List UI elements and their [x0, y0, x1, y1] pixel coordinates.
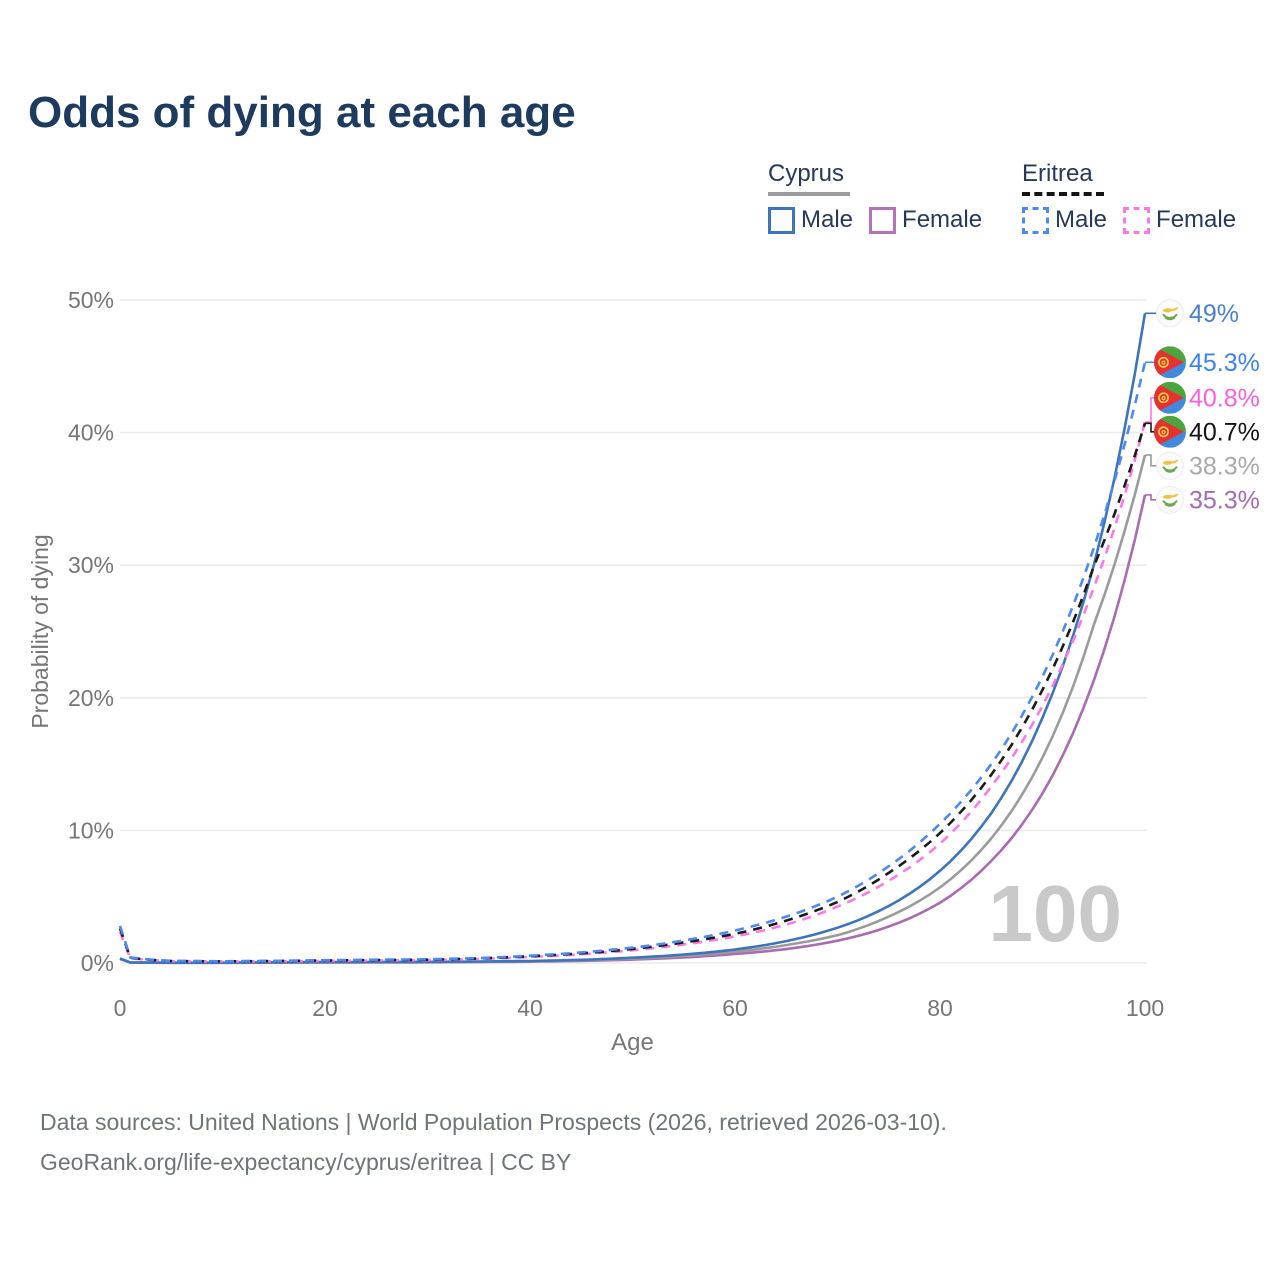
- legend-item-cyprus-female: Female: [869, 206, 982, 234]
- cyprus-flag-icon: [1155, 485, 1185, 515]
- y-axis-title: Probability of dying: [27, 534, 53, 728]
- x-tick-label: 20: [312, 995, 338, 1021]
- y-tick-label: 50%: [68, 287, 114, 313]
- legend-label-eritrea-female: Female: [1156, 206, 1237, 233]
- legend-label-cyprus-male: Male: [801, 206, 854, 233]
- x-tick-label: 0: [114, 995, 127, 1021]
- eritrea-flag-icon: [1154, 382, 1186, 414]
- legend-item-eritrea-female: Female: [1123, 206, 1236, 234]
- y-tick-label: 40%: [68, 420, 114, 446]
- cyprus-line-style-sample: [768, 192, 850, 196]
- end-value-label-cyprus-both-sexes: 38.3%: [1189, 452, 1260, 480]
- x-axis-title: Age: [611, 1029, 654, 1056]
- end-value-label-eritrea-male: 45.3%: [1189, 349, 1260, 377]
- legend: Cyprus Male Female Eritrea Male: [0, 160, 1280, 250]
- legend-label-cyprus-female: Female: [902, 206, 983, 233]
- cyprus-male-swatch-icon: [768, 206, 795, 234]
- age-watermark: 100: [989, 869, 1122, 958]
- series-line-eritrea-female: [118, 421, 1147, 963]
- legend-group-cyprus: Cyprus Male Female: [768, 160, 982, 234]
- leader-line-cyprus-female: [1145, 494, 1159, 501]
- eritrea-male-swatch-icon: [1022, 206, 1049, 234]
- eritrea-female-swatch-icon: [1123, 206, 1151, 234]
- end-value-label-eritrea-female: 40.8%: [1189, 384, 1260, 412]
- series-line-eritrea-male: [118, 361, 1147, 963]
- legend-country-cyprus: Cyprus: [768, 160, 845, 187]
- page-title: Odds of dying at each age: [28, 88, 576, 137]
- legend-item-eritrea-male: Male: [1022, 206, 1107, 234]
- eritrea-flag-icon: [1154, 416, 1186, 448]
- x-tick-label: 80: [927, 995, 953, 1021]
- cyprus-flag-icon: [1155, 451, 1185, 481]
- footer: Data sources: United Nations | World Pop…: [40, 1102, 947, 1182]
- y-tick-label: 20%: [68, 685, 114, 711]
- cyprus-female-swatch-icon: [869, 206, 897, 234]
- y-tick-label: 0%: [81, 950, 114, 976]
- series-line-cyprus-male: [119, 313, 1147, 964]
- legend-group-eritrea: Eritrea Male Female: [1022, 160, 1236, 234]
- x-tick-label: 40: [517, 995, 543, 1021]
- end-value-label-eritrea-both-sexes: 40.7%: [1189, 418, 1260, 446]
- legend-country-eritrea: Eritrea: [1022, 160, 1093, 187]
- eritrea-flag-icon: [1154, 346, 1186, 378]
- y-tick-label: 30%: [68, 552, 114, 578]
- x-tick-label: 100: [1126, 995, 1164, 1021]
- data-sources-text: Data sources: United Nations | World Pop…: [40, 1109, 947, 1135]
- legend-item-cyprus-male: Male: [768, 206, 853, 234]
- end-value-label-cyprus-male: 49%: [1189, 300, 1239, 328]
- leader-line-cyprus-both-sexes: [1145, 454, 1159, 467]
- y-tick-label: 10%: [68, 817, 114, 843]
- cyprus-flag-icon: [1155, 298, 1185, 328]
- attribution-text: GeoRank.org/life-expectancy/cyprus/eritr…: [40, 1149, 572, 1175]
- legend-label-eritrea-male: Male: [1055, 206, 1108, 233]
- eritrea-line-style-sample: [1022, 192, 1104, 196]
- x-tick-label: 60: [722, 995, 748, 1021]
- end-value-label-cyprus-female: 35.3%: [1189, 486, 1260, 514]
